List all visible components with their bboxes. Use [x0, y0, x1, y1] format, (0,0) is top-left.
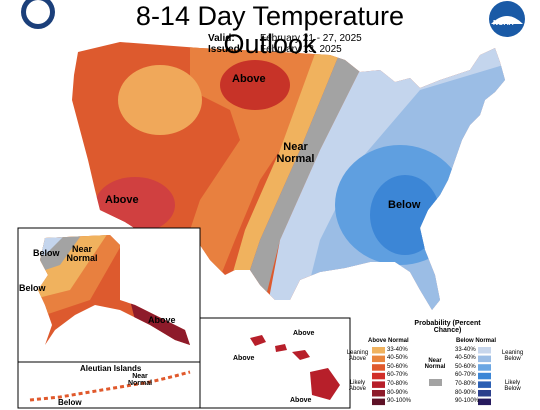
legend-group: Likely Below — [504, 380, 521, 393]
legend-range: 90-100% — [387, 398, 412, 405]
legend-range: 80-90% — [387, 389, 408, 396]
legend-group: Near Normal — [424, 358, 446, 371]
hawaii-island — [310, 368, 340, 400]
legend-swatch-below — [478, 355, 491, 363]
hawaii-island — [250, 335, 266, 346]
legend-swatch-above — [372, 398, 385, 406]
legend-range: 33-40% — [455, 346, 476, 353]
commerce-logo-inner — [26, 0, 50, 24]
legend-swatch-below — [478, 390, 491, 397]
issued-label: Issued: — [208, 44, 244, 55]
map-label: Below — [33, 248, 60, 258]
legend-swatch-near — [429, 379, 442, 386]
legend-range: 33-40% — [387, 346, 408, 353]
map-label: Above — [290, 397, 312, 404]
map-label: Above — [105, 194, 139, 206]
legend-range: 90-100% — [455, 398, 480, 405]
legend-swatch-above — [372, 390, 385, 397]
legend-group: Likely Above — [348, 380, 366, 393]
legend-swatch-below — [478, 398, 491, 406]
region-above-33 — [225, 42, 345, 300]
legend-header: Above Normal — [368, 338, 409, 344]
legend-range: 40-50% — [387, 355, 408, 362]
map-label: Above — [233, 355, 255, 362]
map-label: Near Normal — [127, 373, 153, 388]
map-label: Below — [19, 283, 46, 293]
legend-swatches — [372, 347, 491, 406]
legend-title: Probability (Percent Chance) — [414, 320, 481, 335]
aleutian-islands — [29, 370, 191, 402]
legend-swatch-below — [478, 347, 491, 354]
legend-range: 60-70% — [455, 372, 476, 379]
legend-swatch-above — [372, 355, 385, 363]
legend-swatch-above — [372, 347, 385, 354]
valid-date: February 21 - 27, 2025 — [260, 33, 362, 44]
map-label: Above — [148, 315, 176, 325]
region-above-40 — [180, 42, 330, 290]
map-label: Above — [293, 330, 315, 337]
legend-range: 70-80% — [455, 380, 476, 387]
noaa-logo-wave — [491, 16, 523, 24]
valid-label: Valid: — [208, 33, 235, 44]
region-below-60 — [370, 175, 440, 255]
hawaii-island — [275, 344, 287, 352]
map-label: Below — [388, 199, 421, 211]
region-above-60 — [220, 60, 290, 110]
map-label: Near Normal — [66, 244, 98, 264]
map-label: Above — [232, 73, 266, 85]
legend-group: Leaning Above — [346, 350, 369, 363]
legend-range: 70-80% — [387, 380, 408, 387]
legend-range: 80-90% — [455, 389, 476, 396]
map-label: Below — [58, 398, 82, 407]
region-near-normal — [240, 42, 375, 300]
aleutian-box — [17, 361, 201, 409]
map-label: Near Normal — [276, 141, 315, 165]
legend-swatch-above — [372, 364, 385, 371]
title: 8-14 Day Temperature Outlook — [135, 1, 405, 60]
legend-swatch-below — [478, 372, 491, 380]
legend-header: Below Normal — [456, 338, 497, 344]
legend-range: 40-50% — [455, 355, 476, 362]
conus-map — [72, 42, 505, 310]
legend-swatch-below — [478, 364, 491, 371]
legend-swatch-above — [372, 381, 385, 388]
legend-range: 50-60% — [387, 363, 408, 370]
legend-swatch-above — [372, 372, 385, 380]
noaa-logo-text: NOAA — [493, 20, 514, 27]
legend-group: Leaning Below — [501, 350, 524, 363]
hawaii-island — [292, 350, 310, 360]
legend-swatch-below — [478, 381, 491, 388]
issued-date: February 13, 2025 — [260, 44, 342, 55]
legend-range: 50-60% — [455, 363, 476, 370]
region-above-33 — [118, 65, 202, 135]
aleutian-title: Aleutian Islands — [80, 364, 142, 373]
legend-range: 60-70% — [387, 372, 408, 379]
